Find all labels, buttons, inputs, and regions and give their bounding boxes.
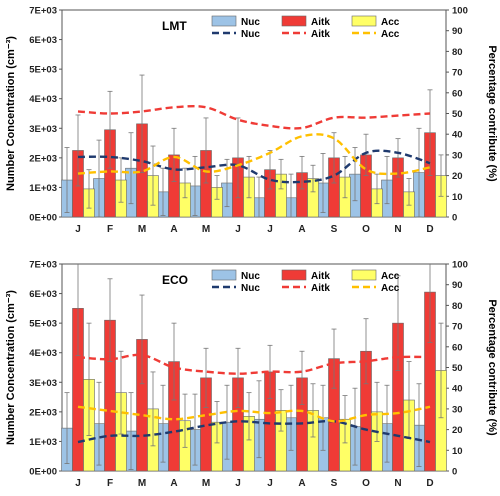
- y2-tick-label: 70: [452, 322, 463, 333]
- x-tick-label: M: [202, 224, 210, 235]
- legend-label: Nuc: [241, 271, 260, 282]
- y-tick-label: 1E+03: [29, 183, 57, 194]
- y-tick-label: 7E+03: [29, 6, 57, 17]
- y2-tick-label: 0: [452, 213, 457, 224]
- y2-tick-label: 80: [452, 47, 463, 58]
- y2-tick-label: 40: [452, 384, 463, 395]
- y2-tick-label: 100: [452, 6, 468, 17]
- y-axis-label: Number Concentration (cm⁻³): [5, 290, 17, 445]
- y2-tick-label: 20: [452, 425, 463, 436]
- y2-tick-label: 10: [452, 446, 463, 457]
- y2-tick-label: 100: [452, 260, 468, 271]
- y2-tick-label: 50: [452, 109, 463, 120]
- line-acc: [77, 133, 431, 176]
- y2-tick-label: 60: [452, 342, 463, 353]
- legend-label: Aitk: [311, 283, 330, 294]
- legend-label: Acc: [381, 283, 400, 294]
- y-tick-label: 3E+03: [29, 124, 57, 135]
- x-tick-label: J: [235, 478, 241, 489]
- x-tick-label: D: [426, 224, 433, 235]
- legend-label: Acc: [381, 271, 400, 282]
- x-tick-label: J: [235, 224, 241, 235]
- line-aitk: [77, 104, 431, 130]
- x-tick-label: A: [298, 224, 305, 235]
- panel-title: LMT: [162, 19, 187, 33]
- x-tick-label: J: [75, 224, 81, 235]
- y-tick-label: 5E+03: [29, 65, 57, 76]
- x-tick-label: A: [298, 478, 305, 489]
- y-tick-label: 0E+00: [29, 467, 57, 478]
- y2-tick-label: 0: [452, 467, 457, 478]
- line-nuc: [77, 149, 431, 184]
- chart-panel-1: 0E+00 1E+03 2E+03 3E+03 4E+03 5E+03 6E+03 7E+03…: [5, 6, 498, 236]
- y2-axis-label: Percentage contribute (%): [486, 45, 498, 182]
- legend-swatch: [211, 269, 237, 281]
- y-tick-label: 4E+03: [29, 94, 57, 105]
- legend-label: Nuc: [241, 29, 260, 40]
- legend-label: Nuc: [241, 17, 260, 28]
- x-tick-label: J: [267, 224, 273, 235]
- x-tick-label: N: [394, 224, 401, 235]
- legend-label: Aitk: [311, 29, 330, 40]
- legend-label: Aitk: [311, 271, 330, 282]
- legend-swatch: [351, 15, 377, 27]
- y-tick-label: 2E+03: [29, 407, 57, 418]
- y-tick-label: 0E+00: [29, 213, 57, 224]
- x-tick-label: O: [362, 478, 370, 489]
- y-tick-label: 1E+03: [29, 437, 57, 448]
- x-tick-label: S: [331, 478, 338, 489]
- y-tick-label: 2E+03: [29, 153, 57, 164]
- y2-tick-label: 70: [452, 68, 463, 79]
- y2-tick-label: 10: [452, 192, 463, 203]
- x-tick-label: M: [138, 224, 146, 235]
- x-tick-label: J: [267, 478, 273, 489]
- y2-tick-label: 20: [452, 171, 463, 182]
- legend-swatch: [281, 15, 307, 27]
- x-tick-label: D: [426, 478, 433, 489]
- panel-title: ECO: [162, 273, 188, 287]
- y-tick-label: 5E+03: [29, 319, 57, 330]
- line-aitk: [77, 353, 431, 375]
- y-tick-label: 6E+03: [29, 35, 57, 46]
- y2-tick-label: 80: [452, 301, 463, 312]
- y2-tick-label: 90: [452, 280, 463, 291]
- y-tick-label: 6E+03: [29, 289, 57, 300]
- legend-label: Acc: [381, 29, 400, 40]
- x-tick-label: M: [138, 478, 146, 489]
- y2-tick-label: 90: [452, 26, 463, 37]
- legend-label: Acc: [381, 17, 400, 28]
- y2-tick-label: 50: [452, 363, 463, 374]
- legend-swatch: [281, 269, 307, 281]
- y-tick-label: 4E+03: [29, 348, 57, 359]
- y-tick-label: 3E+03: [29, 378, 57, 389]
- x-tick-label: A: [170, 478, 177, 489]
- x-tick-label: F: [107, 224, 113, 235]
- legend-swatch: [351, 269, 377, 281]
- y2-tick-label: 30: [452, 404, 463, 415]
- y2-tick-label: 40: [452, 130, 463, 141]
- x-tick-label: O: [362, 224, 370, 235]
- x-tick-label: N: [394, 478, 401, 489]
- y-tick-label: 7E+03: [29, 260, 57, 271]
- legend-label: Nuc: [241, 283, 260, 294]
- x-tick-label: F: [107, 478, 113, 489]
- legend-swatch: [211, 15, 237, 27]
- y2-tick-label: 60: [452, 88, 463, 99]
- legend-label: Aitk: [311, 17, 330, 28]
- x-tick-label: J: [75, 478, 81, 489]
- line-acc: [77, 405, 431, 423]
- x-tick-label: A: [170, 224, 177, 235]
- x-tick-label: M: [202, 478, 210, 489]
- line-nuc: [77, 419, 431, 444]
- y-axis-label: Number Concentration (cm⁻³): [5, 36, 17, 191]
- x-tick-label: S: [331, 224, 338, 235]
- y2-axis-label: Percentage contribute (%): [486, 299, 498, 436]
- chart-panel-2: 0E+00 1E+03 2E+03 3E+03 4E+03 5E+03 6E+03 7E+03…: [5, 260, 498, 490]
- y2-tick-label: 30: [452, 150, 463, 161]
